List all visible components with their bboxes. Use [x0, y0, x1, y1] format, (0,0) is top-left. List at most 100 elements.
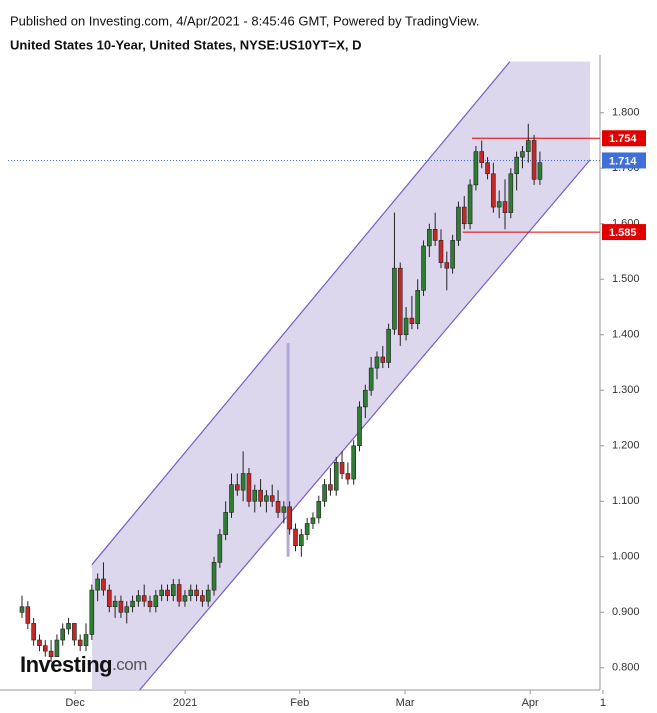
candle-body — [281, 506, 287, 513]
candle-body — [124, 606, 130, 613]
candle-body — [397, 267, 403, 336]
logo-name: Investing — [20, 652, 112, 677]
candle-body — [467, 184, 473, 225]
y-tick-label: 0.900 — [612, 606, 640, 618]
candle-body — [54, 639, 60, 657]
candle-body — [217, 534, 223, 563]
candle-body — [223, 512, 228, 535]
candle-body — [409, 317, 415, 324]
y-tick-label: 1.800 — [612, 107, 640, 119]
candle-body — [194, 589, 199, 596]
candle-body — [106, 589, 112, 608]
candle-body — [130, 600, 135, 608]
candle-body — [66, 623, 71, 630]
logo-suffix: .com — [112, 655, 147, 674]
candle-body — [95, 578, 100, 591]
candle-body — [42, 645, 48, 652]
candle-body — [363, 389, 368, 408]
candle-body — [264, 495, 269, 502]
chart-title: United States 10-Year, United States, NY… — [10, 37, 361, 52]
x-tick-label: 1 — [600, 697, 606, 709]
candle-body — [200, 595, 205, 602]
candle-body — [374, 356, 380, 369]
logo: Investing.com — [20, 652, 147, 677]
candle-body — [328, 484, 333, 491]
candle-body — [235, 484, 240, 491]
candle-body — [147, 600, 153, 608]
candle-body — [368, 367, 374, 391]
candle-body — [72, 623, 77, 641]
candle-body — [252, 489, 258, 502]
candle-body — [380, 356, 386, 363]
candle-body — [269, 495, 275, 502]
candle-body — [316, 500, 322, 519]
candle-body — [345, 473, 351, 480]
candle-body — [170, 584, 176, 596]
candle-body — [333, 462, 339, 491]
candle-body — [392, 267, 397, 330]
candle-body — [89, 589, 95, 635]
candle-body — [37, 639, 42, 646]
candle-body — [211, 562, 217, 591]
y-tick-label: 1.200 — [612, 440, 640, 452]
candle-body — [287, 506, 292, 530]
candle-body — [514, 156, 519, 175]
candle-body — [415, 290, 421, 324]
candle-body — [83, 634, 89, 646]
chart-header: Published on Investing.com, 4/Apr/2021 -… — [10, 13, 479, 28]
candle-body — [386, 328, 391, 363]
candle-body — [461, 206, 467, 225]
candle-body — [310, 517, 316, 524]
candle-body — [525, 140, 531, 152]
candle-body — [77, 639, 83, 646]
candle-body — [275, 500, 281, 513]
candle-body — [479, 151, 485, 163]
x-tick-label: Apr — [522, 697, 539, 709]
price-tag-label: 1.754 — [609, 133, 637, 145]
price-tag — [602, 130, 646, 147]
candle-body — [240, 473, 246, 491]
candle-body — [444, 262, 450, 269]
candle-body — [31, 623, 36, 641]
y-tick-label: 1.400 — [612, 329, 640, 341]
candle-body — [258, 489, 263, 502]
candle-body — [432, 228, 438, 241]
y-tick-label: 1.100 — [612, 495, 640, 507]
x-tick-label: Dec — [65, 697, 85, 709]
candle-body — [502, 201, 508, 213]
channel-line — [91, 61, 511, 565]
candle-body — [153, 595, 159, 608]
candle-body — [339, 462, 345, 474]
candle-body — [357, 406, 362, 447]
candle-body — [229, 484, 234, 513]
price-tag — [602, 152, 646, 169]
candle-body — [456, 206, 461, 241]
price-tag — [602, 224, 646, 241]
x-tick-label: 2021 — [173, 697, 197, 709]
candle-body — [60, 628, 66, 641]
candle-body — [304, 523, 310, 535]
candle-body — [531, 140, 537, 180]
candle-body — [48, 650, 54, 657]
price-tag-label: 1.585 — [609, 227, 637, 239]
y-tick-label: 1.300 — [612, 384, 640, 396]
candle-body — [403, 317, 409, 336]
channel-line — [139, 159, 591, 691]
x-tick-label: Feb — [290, 697, 309, 709]
candle-body — [112, 600, 118, 608]
candle-body — [136, 595, 141, 602]
candle-body — [496, 201, 502, 208]
candle-body — [25, 606, 31, 624]
x-tick-label: Mar — [396, 697, 415, 709]
candle-body — [101, 578, 106, 591]
candle-body — [188, 589, 194, 596]
candle-body — [293, 528, 298, 546]
candle-body — [473, 151, 479, 186]
candle-body — [421, 245, 426, 291]
candle-body — [246, 473, 252, 502]
candle-body — [141, 595, 147, 602]
candle-body — [118, 600, 124, 613]
y-tick-label: 1.500 — [612, 273, 640, 285]
candle-body — [427, 228, 432, 247]
